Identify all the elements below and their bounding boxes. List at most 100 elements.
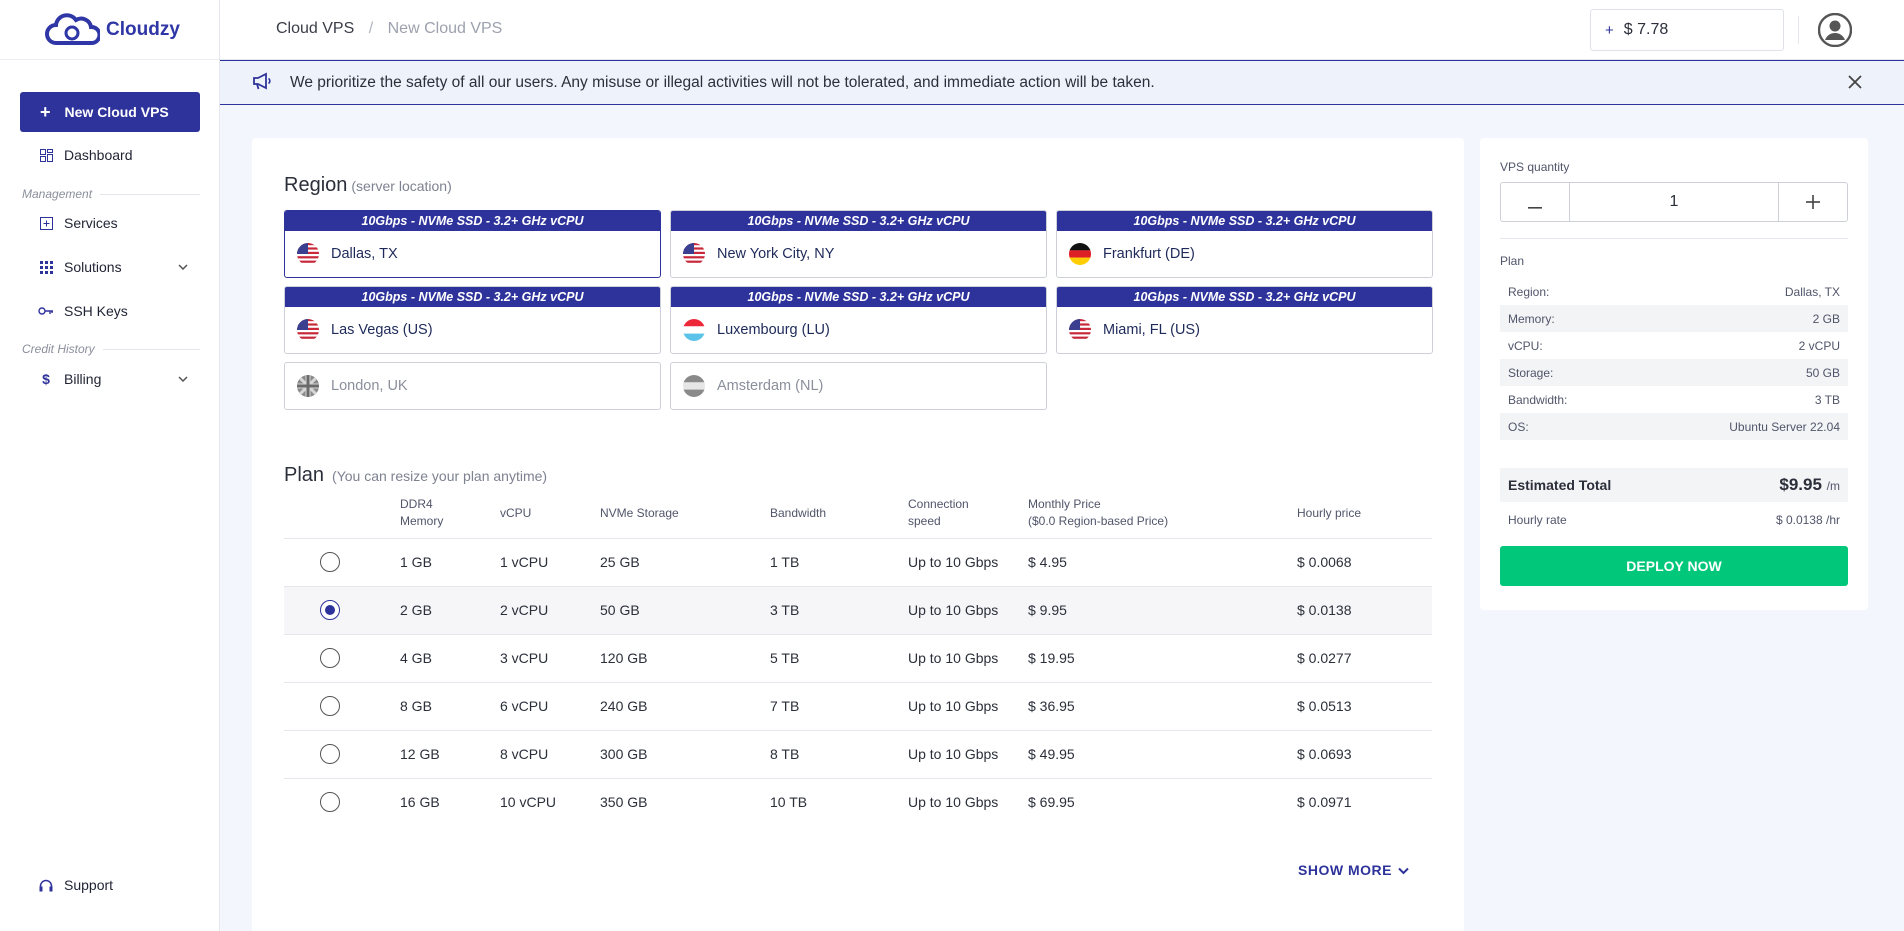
total-unit: /m — [1826, 479, 1840, 493]
spec-label: Storage: — [1508, 365, 1554, 380]
plan-radio[interactable] — [320, 792, 340, 812]
spec-label: Region: — [1508, 284, 1550, 299]
region-card-new-york[interactable]: 10Gbps - NVMe SSD - 3.2+ GHz vCPU New Yo… — [670, 210, 1047, 278]
region-ribbon: 10Gbps - NVMe SSD - 3.2+ GHz vCPU — [285, 211, 660, 231]
plan-row[interactable]: 12 GB 8 vCPU 300 GB 8 TB Up to 10 Gbps $ 49.9… — [284, 730, 1432, 778]
plan-cell-vcpu: 1 vCPU — [500, 554, 549, 570]
plan-radio[interactable] — [320, 648, 340, 668]
plan-cell-hourly: $ 0.0693 — [1297, 746, 1352, 762]
header-divider — [1798, 16, 1799, 44]
estimated-total-value: $9.95 /m — [1779, 475, 1840, 495]
grid-icon — [38, 259, 54, 275]
sidebar-item-services[interactable]: Services — [38, 215, 188, 231]
plan-cell-storage: 120 GB — [600, 650, 648, 666]
plan-row[interactable]: 4 GB 3 vCPU 120 GB 5 TB Up to 10 Gbps $ 19.95… — [284, 634, 1432, 682]
us-flag-icon — [297, 243, 319, 265]
spec-row: Bandwidth: 3 TB — [1500, 386, 1848, 413]
nav-section-management: Management — [22, 187, 200, 201]
plan-row[interactable]: 2 GB 2 vCPU 50 GB 3 TB Up to 10 Gbps $ 9.95 $ … — [284, 586, 1432, 634]
balance-add-credit-button[interactable]: + $ 7.78 — [1590, 9, 1784, 51]
spec-value: 2 vCPU — [1798, 338, 1840, 353]
header-hourly-price: Hourly price — [1297, 506, 1362, 520]
spec-value: Ubuntu Server 22.04 — [1729, 419, 1840, 434]
sidebar-item-solutions[interactable]: Solutions — [38, 259, 188, 275]
plan-row[interactable]: 16 GB 10 vCPU 350 GB 10 TB Up to 10 Gbps $ 69… — [284, 778, 1432, 826]
region-name: Dallas, TX — [331, 246, 398, 262]
header-bandwidth: Bandwidth — [770, 506, 827, 520]
breadcrumb-cloud-vps[interactable]: Cloud VPS — [276, 20, 355, 37]
plus-icon: + — [40, 101, 51, 122]
increment-button[interactable] — [1779, 183, 1847, 221]
header-storage: NVMe Storage — [600, 506, 679, 520]
region-name: Amsterdam (NL) — [717, 378, 824, 394]
plan-cell-vcpu: 10 vCPU — [500, 794, 557, 810]
chevron-down-icon — [1398, 862, 1409, 878]
sidebar-item-ssh-keys[interactable]: SSH Keys — [38, 303, 188, 319]
plan-cell-connection: Up to 10 Gbps — [908, 794, 999, 810]
decrement-button[interactable] — [1501, 183, 1569, 221]
nl-flag-icon — [683, 375, 705, 397]
plan-cell-bandwidth: 8 TB — [770, 746, 800, 762]
region-card-luxembourg[interactable]: 10Gbps - NVMe SSD - 3.2+ GHz vCPU Luxemb… — [670, 286, 1047, 354]
sidebar-item-label: Solutions — [64, 259, 122, 275]
de-flag-icon — [1069, 243, 1091, 265]
banner-text: We prioritize the safety of all our user… — [290, 73, 1155, 91]
plan-cell-storage: 350 GB — [600, 794, 648, 810]
header-connection: Connection speed — [908, 496, 969, 530]
hourly-rate-row: Hourly rate $ 0.0138 /hr — [1500, 506, 1848, 533]
plan-cell-bandwidth: 3 TB — [770, 602, 800, 618]
header-memory-line1: DDR4 — [400, 497, 433, 511]
lu-flag-icon — [683, 319, 705, 341]
plan-cell-connection: Up to 10 Gbps — [908, 554, 999, 570]
region-name: Miami, FL (US) — [1103, 322, 1200, 338]
plan-cell-hourly: $ 0.0138 — [1297, 602, 1352, 618]
plan-radio[interactable] — [320, 552, 340, 572]
region-card-amsterdam: Amsterdam (NL) — [670, 362, 1047, 410]
plan-cell-hourly: $ 0.0068 — [1297, 554, 1352, 570]
plan-radio[interactable] — [320, 600, 340, 620]
header-monthly-price: Monthly Price ($0.0 Region-based Price) — [1028, 496, 1168, 530]
plan-title: Plan (You can resize your plan anytime) — [284, 464, 547, 487]
us-flag-icon — [297, 319, 319, 341]
plan-radio[interactable] — [320, 744, 340, 764]
plan-cell-hourly: $ 0.0277 — [1297, 650, 1352, 666]
sidebar-item-label: Billing — [64, 371, 102, 387]
region-ribbon: 10Gbps - NVMe SSD - 3.2+ GHz vCPU — [671, 211, 1046, 231]
region-card-las-vegas[interactable]: 10Gbps - NVMe SSD - 3.2+ GHz vCPU Las Ve… — [284, 286, 661, 354]
sidebar: Cloudzy + New Cloud VPS Dashboard Manage… — [0, 0, 220, 931]
sidebar-item-label: Support — [64, 877, 114, 893]
plan-cell-vcpu: 6 vCPU — [500, 698, 549, 714]
sidebar-item-support[interactable]: Support — [38, 877, 188, 893]
new-cloud-vps-button[interactable]: + New Cloud VPS — [20, 92, 200, 132]
estimated-total-label: Estimated Total — [1508, 477, 1612, 493]
quantity-input[interactable]: 1 — [1569, 183, 1779, 221]
plan-cell-monthly: $ 4.95 — [1028, 554, 1067, 570]
show-more-button[interactable]: SHOW MORE — [1298, 862, 1409, 878]
top-header: Cloud VPS / New Cloud VPS + $ 7.78 — [220, 0, 1904, 60]
region-card-miami[interactable]: 10Gbps - NVMe SSD - 3.2+ GHz vCPU Miami,… — [1056, 286, 1433, 354]
dollar-icon: $ — [42, 371, 50, 387]
plan-cell-memory: 2 GB — [400, 602, 432, 618]
nav-section-credit-history: Credit History — [22, 342, 200, 356]
plan-row[interactable]: 8 GB 6 vCPU 240 GB 7 TB Up to 10 Gbps $ 36.95… — [284, 682, 1432, 730]
brand-logo[interactable]: Cloudzy — [0, 0, 219, 60]
plan-cell-monthly: $ 69.95 — [1028, 794, 1075, 810]
region-card-dallas[interactable]: 10Gbps - NVMe SSD - 3.2+ GHz vCPU Dallas… — [284, 210, 661, 278]
user-avatar-icon[interactable] — [1817, 12, 1853, 48]
uk-flag-icon — [297, 375, 319, 397]
sidebar-item-dashboard[interactable]: Dashboard — [38, 147, 188, 163]
plan-cell-vcpu: 8 vCPU — [500, 746, 549, 762]
plan-row[interactable]: 1 GB 1 vCPU 25 GB 1 TB Up to 10 Gbps $ 4.95 $ … — [284, 538, 1432, 586]
region-subtitle: (server location) — [351, 178, 452, 194]
sidebar-item-billing[interactable]: $ Billing — [38, 371, 188, 387]
plan-radio[interactable] — [320, 696, 340, 716]
plan-cell-memory: 8 GB — [400, 698, 432, 714]
plan-cell-connection: Up to 10 Gbps — [908, 698, 999, 714]
safety-banner: We prioritize the safety of all our user… — [220, 60, 1904, 105]
us-flag-icon — [683, 243, 705, 265]
close-icon[interactable] — [1846, 73, 1864, 91]
plan-cell-bandwidth: 7 TB — [770, 698, 800, 714]
key-icon — [38, 303, 54, 319]
region-card-frankfurt[interactable]: 10Gbps - NVMe SSD - 3.2+ GHz vCPU Frankf… — [1056, 210, 1433, 278]
deploy-now-button[interactable]: DEPLOY NOW — [1500, 546, 1848, 586]
